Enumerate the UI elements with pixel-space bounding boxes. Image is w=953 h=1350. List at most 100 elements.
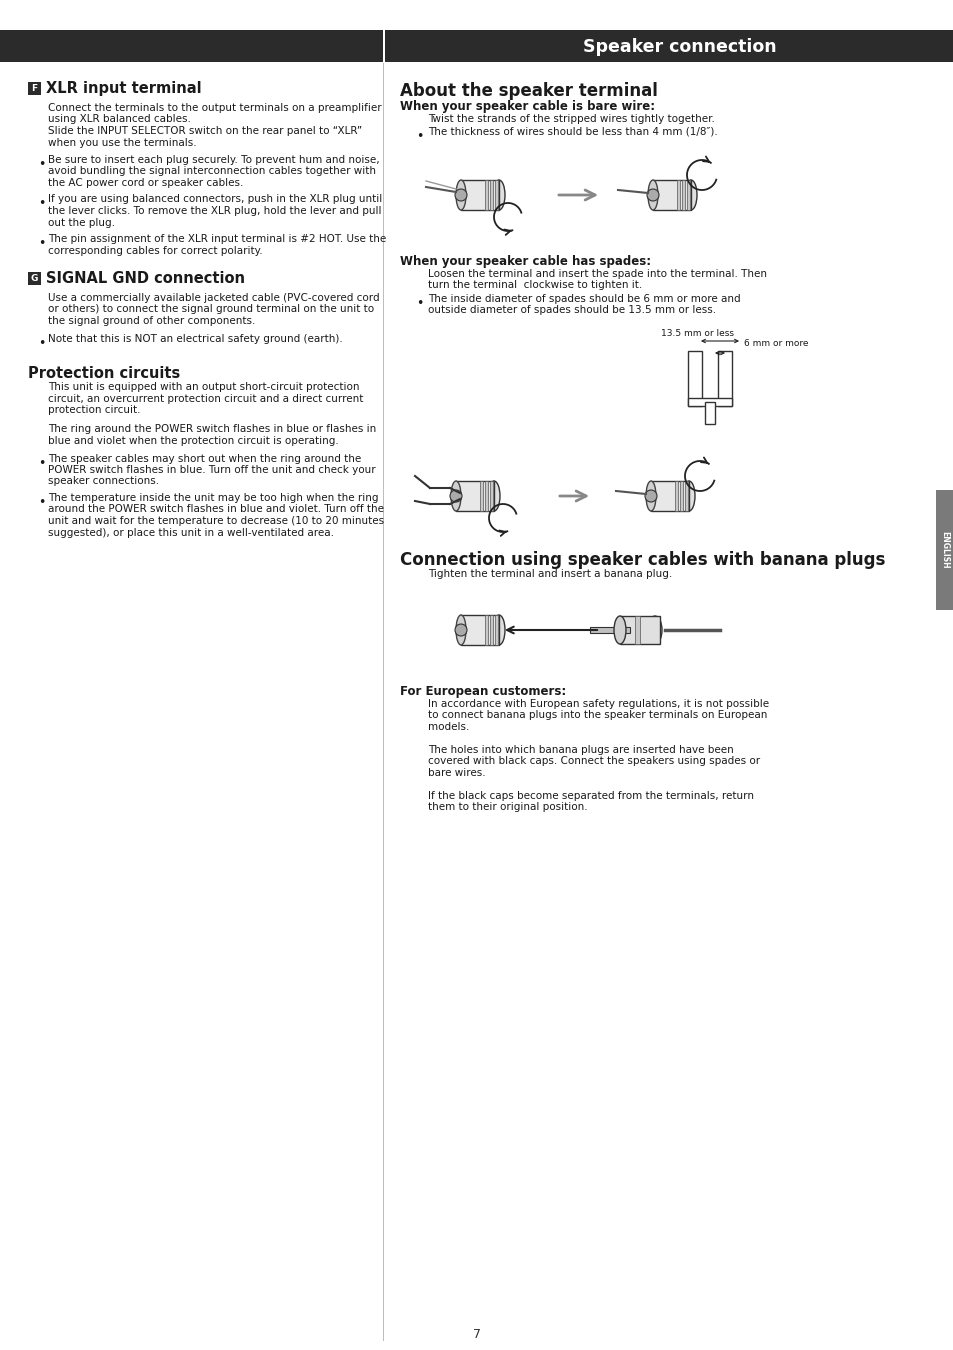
- Text: Use a commercially available jacketed cable (PVC-covered cord: Use a commercially available jacketed ca…: [48, 293, 379, 302]
- Circle shape: [455, 189, 467, 201]
- Bar: [675, 481, 678, 512]
- Circle shape: [644, 490, 657, 502]
- Text: •: •: [38, 158, 46, 171]
- Text: to connect banana plugs into the speaker terminals on European: to connect banana plugs into the speaker…: [428, 710, 766, 721]
- Text: •: •: [38, 238, 46, 250]
- Text: The ring around the POWER switch flashes in blue or flashes in: The ring around the POWER switch flashes…: [48, 424, 375, 435]
- Ellipse shape: [645, 481, 656, 512]
- Circle shape: [455, 624, 467, 636]
- Bar: [460, 180, 498, 211]
- Bar: [687, 398, 731, 406]
- Bar: [484, 180, 488, 211]
- Ellipse shape: [493, 180, 504, 211]
- Ellipse shape: [493, 616, 504, 645]
- Bar: [28, 271, 41, 285]
- Text: Slide the INPUT SELECTOR switch on the rear panel to “XLR”: Slide the INPUT SELECTOR switch on the r…: [48, 126, 362, 136]
- Bar: [686, 180, 689, 211]
- Text: the signal ground of other components.: the signal ground of other components.: [48, 316, 255, 325]
- Text: Connection using speaker cables with banana plugs: Connection using speaker cables with ban…: [399, 551, 884, 568]
- Bar: [718, 351, 731, 406]
- Text: SIGNAL GND connection: SIGNAL GND connection: [46, 271, 245, 286]
- Text: If you are using balanced connectors, push in the XLR plug until: If you are using balanced connectors, pu…: [48, 194, 382, 204]
- Text: out the plug.: out the plug.: [48, 217, 115, 228]
- Circle shape: [646, 189, 659, 201]
- Ellipse shape: [451, 481, 460, 512]
- Bar: [385, 30, 953, 62]
- Bar: [684, 481, 687, 512]
- Bar: [687, 351, 701, 406]
- Text: The holes into which banana plugs are inserted have been: The holes into which banana plugs are in…: [428, 745, 733, 755]
- Text: Loosen the terminal and insert the spade into the terminal. Then: Loosen the terminal and insert the spade…: [428, 269, 766, 279]
- Text: ENGLISH: ENGLISH: [940, 531, 948, 568]
- Bar: [935, 490, 953, 610]
- Text: the AC power cord or speaker cables.: the AC power cord or speaker cables.: [48, 178, 243, 188]
- Text: models.: models.: [428, 722, 469, 732]
- Text: the lever clicks. To remove the XLR plug, hold the lever and pull: the lever clicks. To remove the XLR plug…: [48, 207, 381, 216]
- Text: When your speaker cable has spades:: When your speaker cable has spades:: [399, 255, 651, 269]
- Bar: [490, 616, 493, 645]
- Bar: [484, 481, 488, 512]
- Text: outside diameter of spades should be 13.5 mm or less.: outside diameter of spades should be 13.…: [428, 305, 716, 315]
- Text: speaker connections.: speaker connections.: [48, 477, 159, 486]
- Text: corresponding cables for correct polarity.: corresponding cables for correct polarit…: [48, 246, 262, 255]
- Text: The pin assignment of the XLR input terminal is #2 HOT. Use the: The pin assignment of the XLR input term…: [48, 234, 386, 244]
- Text: suggested), or place this unit in a well-ventilated area.: suggested), or place this unit in a well…: [48, 528, 334, 537]
- Text: bare wires.: bare wires.: [428, 768, 485, 778]
- Bar: [619, 616, 659, 644]
- Text: or others) to connect the signal ground terminal on the unit to: or others) to connect the signal ground …: [48, 305, 374, 315]
- Text: •: •: [38, 495, 46, 509]
- Bar: [490, 481, 493, 512]
- Text: •: •: [38, 197, 46, 211]
- Text: G: G: [30, 274, 38, 284]
- Text: •: •: [38, 336, 46, 350]
- Text: turn the terminal  clockwise to tighten it.: turn the terminal clockwise to tighten i…: [428, 281, 641, 290]
- Text: This unit is equipped with an output short-circuit protection: This unit is equipped with an output sho…: [48, 382, 359, 391]
- Bar: [589, 626, 629, 633]
- Text: circuit, an overcurrent protection circuit and a direct current: circuit, an overcurrent protection circu…: [48, 393, 363, 404]
- Text: 13.5 mm or less: 13.5 mm or less: [660, 329, 734, 338]
- Text: If the black caps become separated from the terminals, return: If the black caps become separated from …: [428, 791, 753, 801]
- Text: Connect the terminals to the output terminals on a preamplifier: Connect the terminals to the output term…: [48, 103, 381, 113]
- Bar: [704, 402, 714, 424]
- Text: covered with black caps. Connect the speakers using spades or: covered with black caps. Connect the spe…: [428, 756, 760, 767]
- Text: Be sure to insert each plug securely. To prevent hum and noise,: Be sure to insert each plug securely. To…: [48, 155, 379, 165]
- Bar: [456, 481, 494, 512]
- Bar: [652, 180, 690, 211]
- Text: unit and wait for the temperature to decrease (10 to 20 minutes: unit and wait for the temperature to dec…: [48, 516, 384, 526]
- Bar: [681, 180, 684, 211]
- Text: For European customers:: For European customers:: [399, 684, 566, 698]
- Bar: [495, 616, 497, 645]
- Text: •: •: [416, 297, 423, 309]
- Bar: [28, 82, 41, 94]
- Text: The temperature inside the unit may be too high when the ring: The temperature inside the unit may be t…: [48, 493, 378, 504]
- Bar: [479, 481, 482, 512]
- Bar: [635, 616, 639, 644]
- Text: F: F: [31, 84, 37, 93]
- Text: using XLR balanced cables.: using XLR balanced cables.: [48, 115, 191, 124]
- Ellipse shape: [647, 616, 661, 644]
- Bar: [495, 180, 497, 211]
- Bar: [484, 616, 488, 645]
- Text: The inside diameter of spades should be 6 mm or more and: The inside diameter of spades should be …: [428, 293, 740, 304]
- Ellipse shape: [682, 481, 695, 512]
- Text: •: •: [416, 130, 423, 143]
- Bar: [460, 616, 498, 645]
- Circle shape: [450, 490, 461, 502]
- Text: 6 mm or more: 6 mm or more: [743, 339, 807, 348]
- Ellipse shape: [614, 616, 625, 644]
- Text: Speaker connection: Speaker connection: [582, 38, 776, 55]
- Ellipse shape: [684, 180, 697, 211]
- Text: The thickness of wires should be less than 4 mm (1/8″).: The thickness of wires should be less th…: [428, 127, 717, 136]
- Ellipse shape: [456, 616, 465, 645]
- Text: when you use the terminals.: when you use the terminals.: [48, 138, 196, 147]
- Bar: [679, 481, 682, 512]
- Text: •: •: [38, 456, 46, 470]
- Text: Tighten the terminal and insert a banana plug.: Tighten the terminal and insert a banana…: [428, 568, 672, 579]
- Text: 7: 7: [473, 1328, 480, 1341]
- Text: When your speaker cable is bare wire:: When your speaker cable is bare wire:: [399, 100, 655, 113]
- Bar: [677, 180, 679, 211]
- Text: blue and violet when the protection circuit is operating.: blue and violet when the protection circ…: [48, 436, 338, 446]
- Text: Protection circuits: Protection circuits: [28, 366, 180, 381]
- Bar: [0, 30, 382, 62]
- Text: POWER switch flashes in blue. Turn off the unit and check your: POWER switch flashes in blue. Turn off t…: [48, 464, 375, 475]
